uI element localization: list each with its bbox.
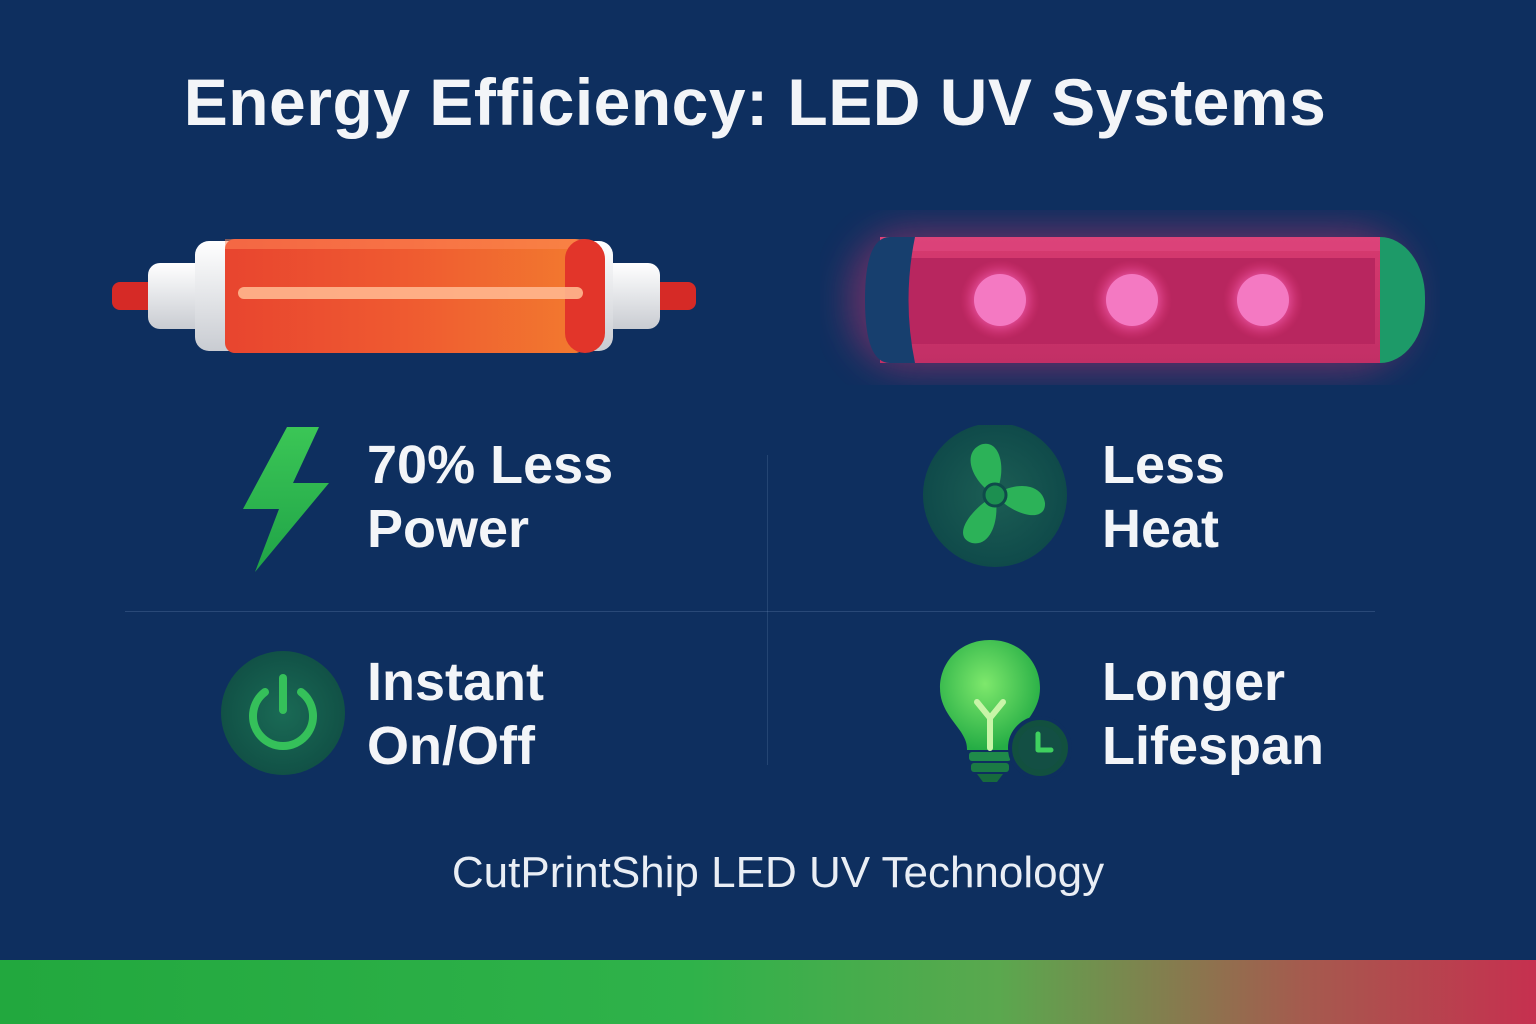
horizontal-divider: [125, 611, 1375, 612]
feature-label-line1: 70% Less: [367, 435, 614, 495]
feature-label-line2: Power: [367, 499, 530, 559]
bottom-gradient-bar: [0, 960, 1536, 1024]
feature-label-line2: Lifespan: [1102, 716, 1325, 776]
page-title: Energy Efficiency: LED UV Systems: [183, 65, 1327, 139]
led-uv-lamp-icon: [850, 230, 1425, 370]
footer-tagline: CutPrintShip LED UV Technology: [451, 848, 1105, 897]
feature-label-line1: Instant: [367, 652, 545, 712]
mercury-uv-lamp-icon: [112, 239, 696, 353]
feature-label-line2: On/Off: [367, 716, 535, 776]
vertical-divider: [767, 455, 768, 765]
power-button-icon: [221, 651, 345, 775]
fan-icon: [923, 425, 1067, 567]
lightning-bolt-icon: [243, 427, 329, 572]
feature-label-line2: Heat: [1102, 499, 1220, 559]
lightbulb-clock-icon: [940, 640, 1072, 782]
feature-label-line1: Less: [1102, 435, 1226, 495]
feature-label-line1: Longer: [1102, 652, 1285, 712]
